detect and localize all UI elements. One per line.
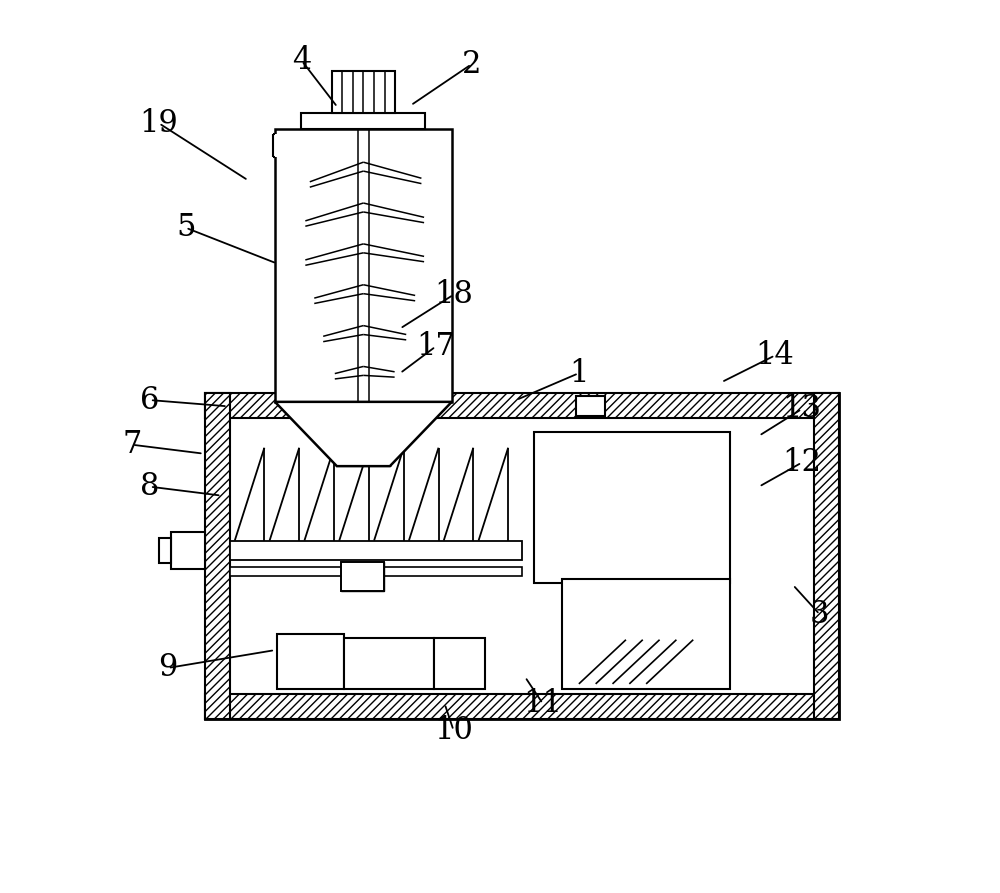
Bar: [341, 562, 384, 590]
Bar: [301, 113, 425, 129]
Text: 1: 1: [569, 358, 588, 388]
Text: 14: 14: [756, 340, 794, 371]
Text: 3: 3: [810, 599, 829, 630]
Bar: [205, 393, 839, 719]
Bar: [205, 393, 230, 719]
Bar: [332, 71, 395, 113]
Text: 17: 17: [416, 331, 455, 362]
Text: 8: 8: [140, 472, 160, 502]
Text: 9: 9: [158, 653, 177, 683]
Text: 11: 11: [523, 689, 562, 719]
Bar: [159, 538, 171, 563]
Text: 10: 10: [434, 715, 473, 746]
Bar: [562, 579, 730, 689]
Text: 12: 12: [782, 447, 821, 478]
Bar: [205, 393, 839, 418]
Text: 6: 6: [140, 385, 160, 415]
Polygon shape: [275, 402, 452, 466]
Bar: [534, 431, 730, 583]
Text: 19: 19: [139, 108, 178, 138]
Text: 13: 13: [782, 394, 821, 424]
Bar: [230, 540, 522, 560]
Bar: [230, 567, 522, 576]
Bar: [814, 393, 839, 719]
Bar: [277, 634, 344, 689]
Text: 18: 18: [434, 280, 473, 310]
Text: 7: 7: [122, 430, 142, 460]
Bar: [434, 638, 485, 689]
Bar: [576, 396, 605, 416]
Bar: [171, 531, 205, 569]
Text: 2: 2: [462, 49, 481, 79]
Bar: [205, 694, 839, 719]
Bar: [344, 638, 434, 689]
Bar: [275, 129, 452, 402]
Text: 4: 4: [292, 46, 311, 76]
Text: 5: 5: [176, 213, 195, 243]
Bar: [341, 562, 384, 590]
